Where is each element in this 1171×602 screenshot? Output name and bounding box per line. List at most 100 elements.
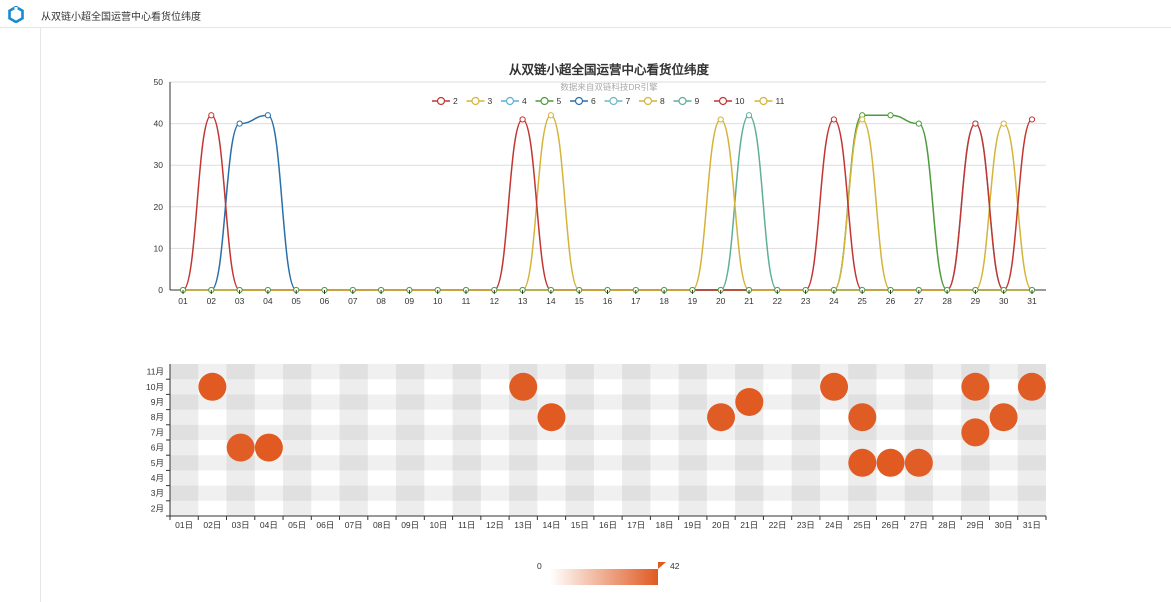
data-point[interactable] — [830, 116, 838, 123]
x-tick-label: 10 — [433, 296, 443, 306]
scatter-x-tick-label: 13日 — [514, 520, 532, 530]
legend-item-2[interactable]: 2 — [432, 96, 458, 106]
x-tick-label: 21 — [744, 296, 754, 306]
x-tick-label: 17 — [631, 296, 641, 306]
legend-item-6[interactable]: 6 — [570, 96, 596, 106]
scatter-point[interactable] — [537, 403, 566, 432]
scatter-x-tick-label: 12日 — [486, 520, 504, 530]
legend-item-8[interactable]: 8 — [639, 96, 665, 106]
row-band — [170, 409, 1046, 425]
scatter-y-tick-label: 2月 — [151, 503, 164, 513]
legend-item-9[interactable]: 9 — [673, 96, 700, 106]
line-chart-subtitle: 数据来自双链科技DR引擎 — [560, 82, 658, 92]
scatter-point[interactable] — [198, 372, 227, 401]
x-tick-label: 25 — [857, 296, 867, 306]
series-line[interactable] — [183, 114, 1032, 291]
visual-map-gradient-bar[interactable] — [550, 569, 658, 585]
column-band — [396, 364, 425, 516]
scatter-y-tick-label: 9月 — [151, 397, 164, 407]
scatter-y-tick-label: 10月 — [146, 382, 164, 392]
series-line[interactable] — [182, 114, 1033, 291]
series-line[interactable] — [183, 118, 1032, 291]
legend-label: 6 — [591, 96, 596, 106]
visual-map-min-label: 0 — [537, 561, 542, 571]
column-band — [735, 364, 764, 516]
scatter-x-tick-label: 06日 — [316, 520, 334, 530]
scatter-y-tick-label: 7月 — [151, 427, 164, 437]
scatter-x-tick-label: 27日 — [910, 520, 928, 530]
data-point[interactable] — [264, 112, 271, 119]
data-point[interactable] — [236, 120, 243, 127]
scatter-y-tick-label: 6月 — [151, 443, 164, 453]
data-point[interactable] — [745, 112, 753, 119]
series-line[interactable] — [183, 114, 1033, 291]
data-point[interactable] — [1028, 116, 1036, 123]
data-point[interactable] — [972, 120, 979, 127]
scatter-point[interactable] — [848, 403, 877, 432]
series-line[interactable] — [183, 114, 1032, 291]
scatter-point[interactable] — [989, 403, 1018, 432]
data-point[interactable] — [519, 116, 526, 123]
series-6[interactable] — [183, 112, 1032, 291]
x-tick-label: 14 — [546, 296, 556, 306]
data-point[interactable] — [208, 112, 215, 119]
scatter-point[interactable] — [254, 433, 283, 462]
scatter-y-tick-label: 3月 — [151, 488, 164, 498]
scatter-x-tick-label: 20日 — [712, 520, 730, 530]
column-band — [452, 364, 481, 516]
series-7[interactable] — [183, 120, 1032, 291]
scatter-x-tick-label: 26日 — [882, 520, 900, 530]
column-band — [848, 364, 877, 516]
y-tick-label: 20 — [154, 202, 164, 212]
scatter-point[interactable] — [707, 403, 736, 432]
scatter-point[interactable] — [876, 448, 905, 477]
series-5[interactable] — [183, 112, 1032, 291]
data-point[interactable] — [547, 112, 555, 119]
x-tick-label: 05 — [291, 296, 301, 306]
x-tick-label: 02 — [207, 296, 217, 306]
scatter-point[interactable] — [509, 372, 538, 401]
scatter-point[interactable] — [226, 433, 255, 462]
scatter-point[interactable] — [735, 388, 764, 416]
series-line[interactable] — [183, 114, 1032, 291]
scatter-point[interactable] — [848, 448, 877, 477]
legend-label: 4 — [522, 96, 527, 106]
data-point[interactable] — [859, 116, 866, 123]
x-tick-label: 12 — [490, 296, 500, 306]
legend-item-10[interactable]: 10 — [714, 96, 745, 106]
scatter-x-tick-label: 01日 — [175, 520, 193, 530]
scatter-y-tick-label: 8月 — [151, 412, 164, 422]
visual-map-handle-icon[interactable] — [658, 562, 666, 569]
series-8[interactable] — [183, 112, 1033, 291]
scatter-point[interactable] — [961, 418, 990, 447]
scatter-point[interactable] — [904, 448, 933, 477]
data-point[interactable] — [1000, 120, 1007, 127]
y-tick-label: 50 — [154, 77, 164, 87]
legend-item-7[interactable]: 7 — [604, 96, 631, 106]
series-9[interactable] — [183, 112, 1032, 291]
visual-map[interactable]: 0 42 — [537, 561, 680, 585]
series-11[interactable] — [183, 116, 1032, 291]
x-tick-label: 19 — [688, 296, 698, 306]
series-10[interactable] — [182, 112, 1036, 291]
data-point[interactable] — [915, 120, 922, 127]
legend-item-5[interactable]: 5 — [535, 96, 562, 106]
y-tick-label: 0 — [158, 285, 163, 295]
legend-label: 8 — [660, 96, 665, 106]
line-chart-series — [179, 112, 1036, 294]
scatter-y-tick-label: 11月 — [147, 367, 164, 377]
hexagon-logo-icon — [8, 6, 24, 23]
legend-item-11[interactable]: 11 — [754, 96, 785, 106]
column-band — [791, 364, 820, 516]
scatter-point[interactable] — [820, 372, 849, 401]
legend-item-3[interactable]: 3 — [466, 96, 493, 106]
x-tick-label: 29 — [971, 296, 981, 306]
data-point[interactable] — [887, 112, 894, 119]
legend-item-4[interactable]: 4 — [501, 96, 527, 106]
scatter-x-tick-label: 14日 — [542, 520, 560, 530]
scatter-point[interactable] — [961, 372, 990, 401]
data-point[interactable] — [717, 116, 724, 123]
scatter-x-tick-label: 11日 — [458, 520, 475, 530]
x-tick-label: 30 — [999, 296, 1009, 306]
scatter-point[interactable] — [1017, 372, 1046, 401]
